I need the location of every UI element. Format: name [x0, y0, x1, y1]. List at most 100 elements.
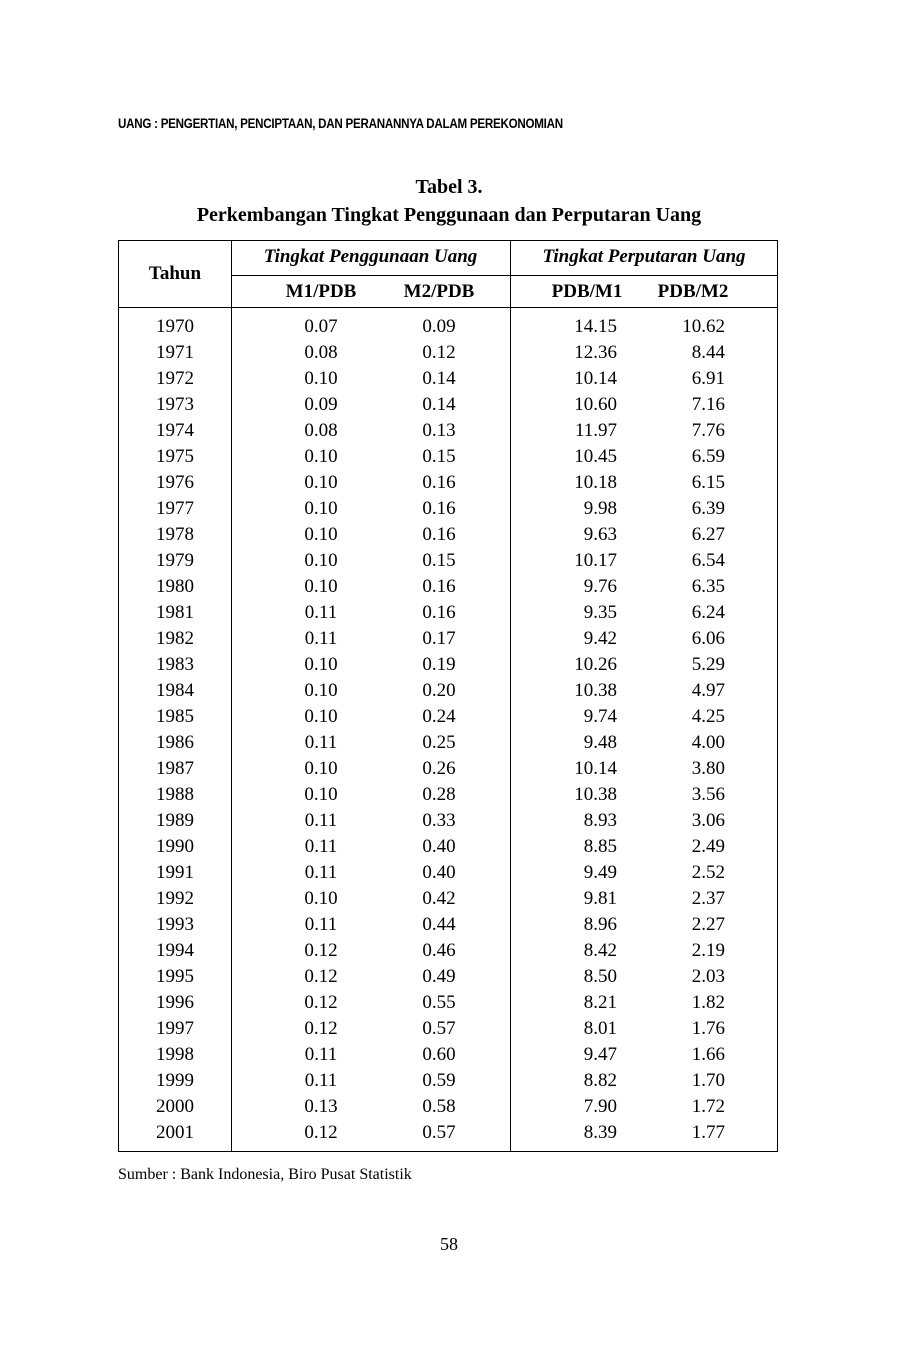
cell-m2pdb: 0.40 — [422, 862, 456, 883]
cell-pdbm1: 10.38 — [574, 680, 617, 701]
cell-year: 1973 — [156, 394, 194, 415]
cell-year: 2001 — [156, 1122, 194, 1143]
cell-m1pdb: 0.12 — [304, 992, 338, 1013]
cell-m2pdb: 0.60 — [422, 1044, 456, 1065]
cell-pdbm2: 1.66 — [691, 1044, 725, 1065]
cell-m1pdb: 0.13 — [304, 1096, 338, 1117]
cell-pdbm1: 9.49 — [583, 862, 617, 883]
cell-m2pdb: 0.25 — [422, 732, 456, 753]
cell-year: 1971 — [156, 342, 194, 363]
cell-m1pdb: 0.10 — [304, 784, 338, 805]
header-year: Tahun — [148, 263, 202, 284]
cell-m2pdb: 0.15 — [422, 550, 456, 571]
source-note: Sumber : Bank Indonesia, Biro Pusat Stat… — [118, 1166, 412, 1183]
cell-pdbm2: 1.77 — [691, 1122, 725, 1143]
cell-m1pdb: 0.08 — [304, 342, 338, 363]
cell-m2pdb: 0.16 — [422, 576, 456, 597]
cell-m1pdb: 0.12 — [304, 1018, 338, 1039]
cell-pdbm2: 8.44 — [691, 342, 725, 363]
cell-pdbm1: 9.47 — [583, 1044, 617, 1065]
cell-m2pdb: 0.58 — [422, 1096, 456, 1117]
cell-pdbm2: 6.35 — [691, 576, 725, 597]
header-pdbm2: PDB/M2 — [657, 281, 729, 302]
cell-pdbm2: 3.80 — [691, 758, 725, 779]
header-m1pdb: M1/PDB — [285, 281, 357, 302]
table-row: 1989 0.11 0.33 8.93 3.06 — [119, 807, 779, 833]
cell-m2pdb: 0.16 — [422, 472, 456, 493]
table-row: 2000 0.13 0.58 7.90 1.72 — [119, 1093, 779, 1119]
cell-year: 1978 — [156, 524, 194, 545]
cell-pdbm2: 6.06 — [691, 628, 725, 649]
header-subdivider — [231, 275, 778, 276]
cell-m1pdb: 0.10 — [304, 550, 338, 571]
cell-pdbm1: 11.97 — [574, 420, 617, 441]
cell-pdbm1: 10.17 — [574, 550, 617, 571]
cell-pdbm2: 2.27 — [691, 914, 725, 935]
cell-pdbm1: 8.93 — [583, 810, 617, 831]
cell-pdbm1: 9.35 — [583, 602, 617, 623]
table-row: 1991 0.11 0.40 9.49 2.52 — [119, 859, 779, 885]
cell-m2pdb: 0.09 — [422, 316, 456, 337]
table-row: 1982 0.11 0.17 9.42 6.06 — [119, 625, 779, 651]
cell-pdbm2: 2.49 — [691, 836, 725, 857]
cell-year: 1981 — [156, 602, 194, 623]
cell-m1pdb: 0.10 — [304, 368, 338, 389]
cell-pdbm1: 12.36 — [574, 342, 617, 363]
cell-pdbm2: 7.16 — [691, 394, 725, 415]
table-row: 1973 0.09 0.14 10.60 7.16 — [119, 391, 779, 417]
cell-m1pdb: 0.10 — [304, 706, 338, 727]
table-row: 1994 0.12 0.46 8.42 2.19 — [119, 937, 779, 963]
cell-pdbm1: 9.76 — [583, 576, 617, 597]
cell-m1pdb: 0.11 — [304, 602, 338, 623]
cell-pdbm2: 10.62 — [682, 316, 725, 337]
cell-m2pdb: 0.19 — [422, 654, 456, 675]
cell-year: 1977 — [156, 498, 194, 519]
cell-m2pdb: 0.16 — [422, 498, 456, 519]
table-row: 1984 0.10 0.20 10.38 4.97 — [119, 677, 779, 703]
cell-year: 1979 — [156, 550, 194, 571]
cell-m1pdb: 0.10 — [304, 472, 338, 493]
cell-pdbm1: 10.38 — [574, 784, 617, 805]
header-group-perputaran: Tingkat Perputaran Uang — [542, 246, 746, 267]
cell-pdbm1: 14.15 — [574, 316, 617, 337]
cell-year: 1997 — [156, 1018, 194, 1039]
cell-m2pdb: 0.42 — [422, 888, 456, 909]
table-row: 1995 0.12 0.49 8.50 2.03 — [119, 963, 779, 989]
cell-year: 1975 — [156, 446, 194, 467]
cell-m2pdb: 0.46 — [422, 940, 456, 961]
cell-pdbm2: 1.70 — [691, 1070, 725, 1091]
cell-m1pdb: 0.12 — [304, 1122, 338, 1143]
cell-year: 1994 — [156, 940, 194, 961]
cell-m1pdb: 0.10 — [304, 498, 338, 519]
cell-pdbm2: 6.54 — [691, 550, 725, 571]
cell-m1pdb: 0.11 — [304, 732, 338, 753]
cell-pdbm1: 8.39 — [583, 1122, 617, 1143]
cell-pdbm1: 8.96 — [583, 914, 617, 935]
table-row: 1977 0.10 0.16 9.98 6.39 — [119, 495, 779, 521]
cell-pdbm2: 2.52 — [691, 862, 725, 883]
cell-m2pdb: 0.16 — [422, 524, 456, 545]
header-bottom-rule — [119, 307, 778, 308]
cell-pdbm2: 6.24 — [691, 602, 725, 623]
cell-year: 1986 — [156, 732, 194, 753]
table-body: 1970 0.07 0.09 14.15 10.62 1971 0.08 0.12 12.36 8… — [119, 313, 779, 1145]
cell-pdbm1: 10.18 — [574, 472, 617, 493]
cell-m1pdb: 0.08 — [304, 420, 338, 441]
cell-m2pdb: 0.28 — [422, 784, 456, 805]
table-row: 1975 0.10 0.15 10.45 6.59 — [119, 443, 779, 469]
cell-pdbm1: 8.82 — [583, 1070, 617, 1091]
cell-year: 1991 — [156, 862, 194, 883]
data-table: Tahun Tingkat Penggunaan Uang Tingkat Pe… — [118, 240, 778, 1152]
cell-pdbm2: 6.15 — [691, 472, 725, 493]
cell-m1pdb: 0.12 — [304, 966, 338, 987]
table-row: 1992 0.10 0.42 9.81 2.37 — [119, 885, 779, 911]
table-row: 1983 0.10 0.19 10.26 5.29 — [119, 651, 779, 677]
table-caption: Perkembangan Tingkat Penggunaan dan Perp… — [196, 204, 702, 226]
cell-m2pdb: 0.13 — [422, 420, 456, 441]
cell-pdbm2: 3.06 — [691, 810, 725, 831]
cell-m1pdb: 0.11 — [304, 1044, 338, 1065]
cell-m1pdb: 0.11 — [304, 628, 338, 649]
running-head: UANG : PENGERTIAN, PENCIPTAAN, DAN PERAN… — [118, 116, 563, 131]
cell-pdbm1: 8.01 — [583, 1018, 617, 1039]
cell-m1pdb: 0.11 — [304, 914, 338, 935]
